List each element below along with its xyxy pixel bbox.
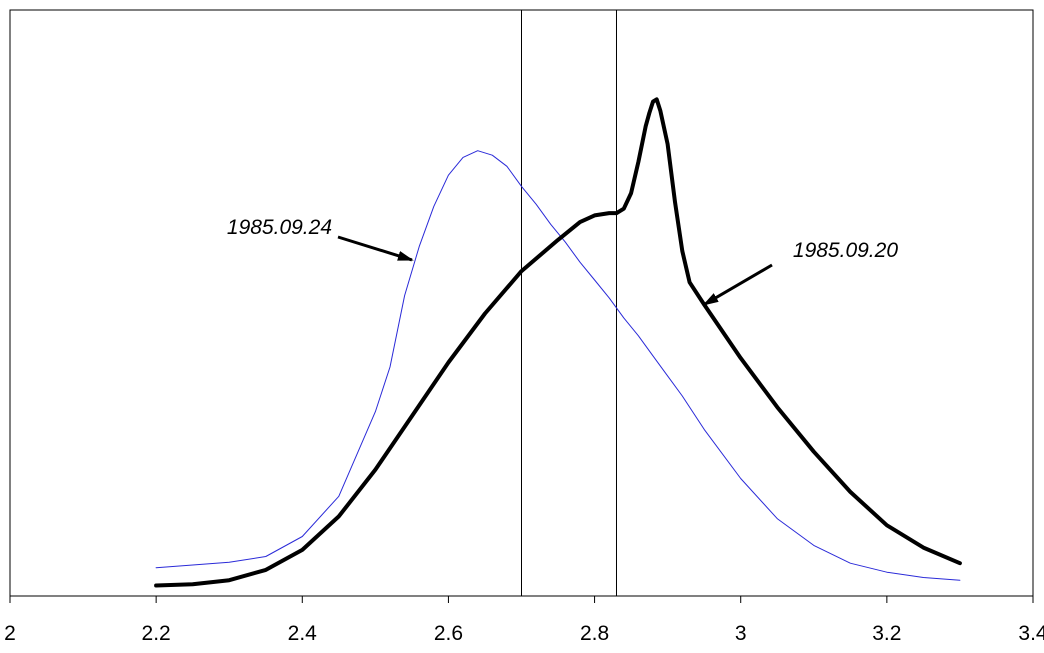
series-line-1 <box>155 150 961 581</box>
x-tick-label: 2.8 <box>580 622 609 645</box>
annotation-label-1: 1985.09.24 <box>227 216 332 239</box>
x-tick-label: 3.4 <box>1018 622 1044 645</box>
reference-lines <box>521 10 617 596</box>
x-axis: 2 2.2 2.4 2.6 2.8 3 3.2 3.4 <box>4 596 1044 645</box>
annotation-arrow-2 <box>702 263 773 306</box>
annotations: 1985.09.24 1985.09.20 <box>227 216 898 306</box>
x-tick-label: 2.6 <box>434 622 463 645</box>
x-tick-label: 3.2 <box>872 622 901 645</box>
x-tick-label: 2.4 <box>288 622 318 645</box>
series-layer <box>154 97 962 588</box>
x-tick-label: 2.2 <box>142 622 171 645</box>
x-tick-label: 3 <box>735 622 747 645</box>
series-line-2 <box>154 97 962 588</box>
x-tick-label: 2 <box>4 622 16 645</box>
annotation-label-2: 1985.09.20 <box>793 239 898 262</box>
annotation-arrow-1 <box>337 235 414 262</box>
